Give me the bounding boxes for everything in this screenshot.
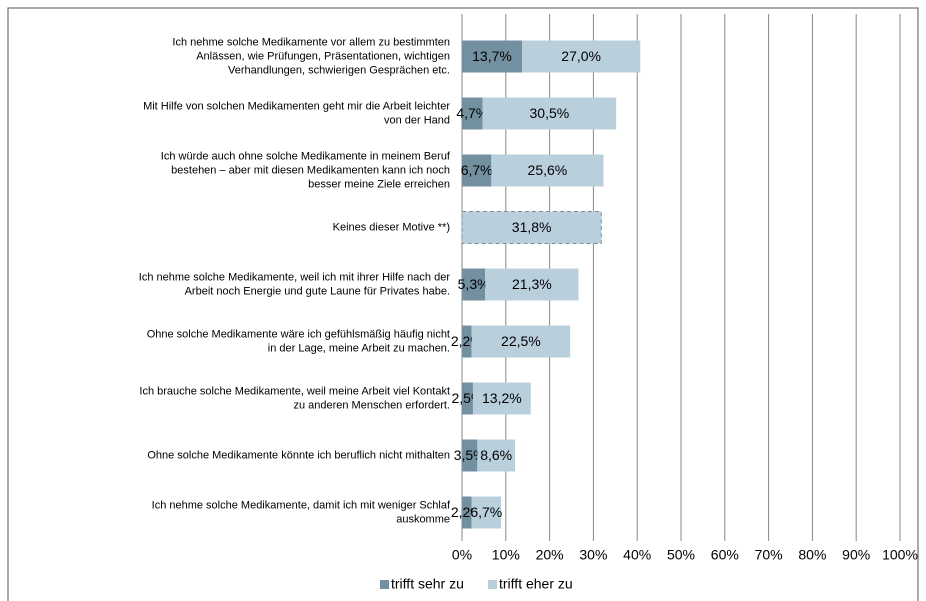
x-tick-label: 100% bbox=[882, 547, 918, 563]
category-label: Keines dieser Motive **) bbox=[333, 221, 450, 233]
category-label: Ohne solche Medikamente wäre ich gefühls… bbox=[147, 328, 450, 340]
x-tick-label: 30% bbox=[579, 547, 607, 563]
value-label: 25,6% bbox=[528, 162, 568, 178]
legend-swatch bbox=[488, 580, 497, 589]
value-label: 6,7% bbox=[461, 162, 493, 178]
category-label: Ich nehme solche Medikamente, damit ich … bbox=[152, 499, 451, 511]
value-label: 22,5% bbox=[501, 333, 541, 349]
x-tick-label: 40% bbox=[623, 547, 651, 563]
x-tick-label: 60% bbox=[711, 547, 739, 563]
category-label: bestehen – aber mit diesen Medikamenten … bbox=[171, 164, 450, 176]
category-label: Ich brauche solche Medikamente, weil mei… bbox=[139, 385, 450, 397]
bar-segment bbox=[462, 439, 478, 472]
value-label: 4,7% bbox=[456, 105, 488, 121]
bar-segment bbox=[482, 97, 617, 130]
value-label: 8,6% bbox=[480, 447, 512, 463]
bar-segment bbox=[461, 211, 602, 244]
category-label: Ohne solche Medikamente könnte ich beruf… bbox=[147, 449, 450, 461]
bar-segment bbox=[462, 97, 483, 130]
category-label: besser meine Ziele erreichen bbox=[308, 178, 450, 190]
category-label: Mit Hilfe von solchen Medikamenten geht … bbox=[143, 100, 450, 112]
bar-segment bbox=[462, 154, 492, 187]
value-label: 31,8% bbox=[512, 219, 552, 235]
category-label: Verhandlungen, schwierigen Gesprächen et… bbox=[228, 64, 450, 76]
category-label: Anlässen, wie Prüfungen, Präsentationen,… bbox=[196, 50, 450, 62]
category-label: Ich nehme solche Medikamente vor allem z… bbox=[172, 36, 450, 48]
value-label: 30,5% bbox=[530, 105, 570, 121]
category-label: Ich nehme solche Medikamente, weil ich m… bbox=[139, 271, 451, 283]
chart-frame bbox=[7, 7, 919, 601]
legend-label: trifft eher zu bbox=[499, 576, 573, 592]
bar-segment bbox=[477, 439, 515, 472]
bar-segment bbox=[462, 268, 486, 301]
bar-segment bbox=[485, 268, 579, 301]
bar-segment bbox=[522, 40, 641, 73]
bar-segment bbox=[472, 382, 531, 415]
bar-segment bbox=[471, 496, 501, 529]
x-tick-label: 70% bbox=[755, 547, 783, 563]
value-label: 6,7% bbox=[470, 504, 502, 520]
value-label: 21,3% bbox=[512, 276, 552, 292]
x-tick-label: 50% bbox=[667, 547, 695, 563]
bar-segment bbox=[462, 40, 523, 73]
bar-segment bbox=[462, 382, 473, 415]
category-label: Arbeit noch Energie und gute Laune für P… bbox=[185, 285, 450, 297]
x-tick-label: 20% bbox=[536, 547, 564, 563]
bar-segment bbox=[471, 325, 571, 358]
category-label: von der Hand bbox=[384, 114, 450, 126]
category-label: auskomme bbox=[396, 513, 450, 525]
legend-label: trifft sehr zu bbox=[391, 576, 464, 592]
x-tick-label: 80% bbox=[798, 547, 826, 563]
value-label: 5,3% bbox=[458, 276, 490, 292]
category-label: Ich würde auch ohne solche Medikamente i… bbox=[161, 150, 451, 162]
category-label: in der Lage, meine Arbeit zu machen. bbox=[268, 342, 450, 354]
x-tick-label: 10% bbox=[492, 547, 520, 563]
value-label: 13,2% bbox=[482, 390, 522, 406]
legend-swatch bbox=[380, 580, 389, 589]
x-tick-label: 90% bbox=[842, 547, 870, 563]
value-label: 13,7% bbox=[472, 48, 512, 64]
bar-segment bbox=[462, 325, 472, 358]
x-tick-label: 0% bbox=[452, 547, 472, 563]
category-label: zu anderen Menschen erfordert. bbox=[293, 399, 450, 411]
bar-segment bbox=[491, 154, 604, 187]
value-label: 27,0% bbox=[561, 48, 601, 64]
bar-segment bbox=[462, 496, 472, 529]
